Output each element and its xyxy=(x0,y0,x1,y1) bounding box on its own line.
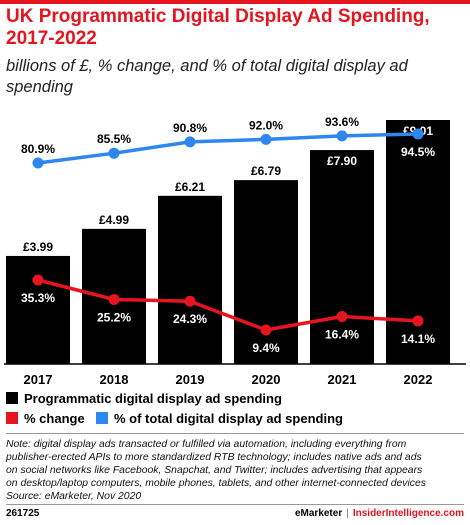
footer: 261725 eMarketer | InsiderIntelligence.com xyxy=(6,508,464,522)
share-line xyxy=(37,132,419,165)
bar-value-label: £3.99 xyxy=(23,240,53,254)
legend-item-change: % change xyxy=(6,410,85,426)
title-line-1: UK Programmatic Digital Display Ad Spend… xyxy=(6,6,430,27)
share-line-point xyxy=(108,147,120,159)
change-line xyxy=(37,278,419,332)
legend-swatch-share xyxy=(96,412,108,424)
subtitle-line-1: billions of £, % change, and % of total … xyxy=(6,57,408,75)
share-value-label: 85.5% xyxy=(97,132,131,146)
share-value-label: 80.9% xyxy=(21,142,55,156)
legend: Programmatic digital display ad spending… xyxy=(6,390,464,430)
bar-value-label: £6.21 xyxy=(175,180,205,194)
bar xyxy=(234,180,298,364)
bar-value-label: £7.90 xyxy=(327,154,357,168)
title-line-2: 2017-2022 xyxy=(6,28,97,49)
legend-label-spending: Programmatic digital display ad spending xyxy=(24,390,282,406)
x-tick-label: 2021 xyxy=(328,372,357,387)
chart-id: 261725 xyxy=(6,508,40,519)
top-accent-bar xyxy=(0,0,470,4)
change-line-point xyxy=(336,310,348,322)
brand-insider-intelligence: InsiderIntelligence.com xyxy=(352,508,464,519)
chart-note: Note: digital display ads transacted or … xyxy=(6,438,466,503)
change-line-point xyxy=(260,324,272,336)
bar-value-label: £4.99 xyxy=(99,213,129,227)
change-value-label: 14.1% xyxy=(401,332,435,346)
note-divider xyxy=(6,433,464,434)
x-tick-label: 2018 xyxy=(100,372,129,387)
bar xyxy=(158,195,222,364)
change-value-label: 25.2% xyxy=(97,310,131,324)
share-line-point xyxy=(336,130,348,142)
note-line: publisher-erected APIs to more standardi… xyxy=(6,452,422,463)
change-line-point xyxy=(412,315,424,327)
x-tick-label: 2022 xyxy=(404,372,433,387)
legend-swatch-spending xyxy=(6,392,18,404)
subtitle-line-2: spending xyxy=(6,78,73,96)
change-line-point xyxy=(32,274,44,286)
combo-chart: 2017 2018 2019 2020 2021 2022 £3.99 £4.99 £6.21 £… xyxy=(4,115,466,387)
share-value-label: 92.0% xyxy=(249,118,283,132)
legend-label-change: % change xyxy=(24,410,85,426)
chart-title: UK Programmatic Digital Display Ad Spend… xyxy=(6,6,464,50)
bar xyxy=(310,150,374,364)
bar xyxy=(6,255,70,364)
change-value-label: 16.4% xyxy=(325,327,359,341)
change-value-label: 24.3% xyxy=(173,312,207,326)
brand-emarketer: eMarketer xyxy=(294,508,343,519)
brand-block: eMarketer | InsiderIntelligence.com xyxy=(295,508,464,519)
legend-label-share: % of total digital display ad spending xyxy=(114,410,343,426)
x-tick-label: 2020 xyxy=(252,372,281,387)
share-line-point xyxy=(184,136,196,148)
share-value-label: 90.8% xyxy=(173,121,207,135)
bar-value-label: £6.79 xyxy=(251,164,281,178)
source-line: Source: eMarketer, Nov 2020 xyxy=(6,491,142,502)
legend-item-share: % of total digital display ad spending xyxy=(96,410,343,426)
legend-item-spending: Programmatic digital display ad spending xyxy=(6,390,282,406)
footer-divider xyxy=(6,504,464,505)
note-line: on social networks like Facebook, Snapch… xyxy=(6,465,423,476)
legend-swatch-change xyxy=(6,412,18,424)
chart-subtitle: billions of £, % change, and % of total … xyxy=(6,56,464,98)
change-line-point xyxy=(108,293,120,305)
note-line: on desktop/laptop computers, mobile phon… xyxy=(6,478,426,489)
note-line: Note: digital display ads transacted or … xyxy=(6,439,407,450)
change-value-label: 9.4% xyxy=(252,341,280,355)
share-line-point xyxy=(32,157,44,169)
change-line-point xyxy=(184,295,196,307)
share-value-label: 94.5% xyxy=(401,145,435,159)
share-line-point xyxy=(412,128,424,140)
share-value-label: 93.6% xyxy=(325,115,359,129)
x-tick-label: 2017 xyxy=(24,372,53,387)
share-line-point xyxy=(260,133,272,145)
brand-separator: | xyxy=(346,508,349,519)
x-tick-label: 2019 xyxy=(176,372,205,387)
change-value-label: 35.3% xyxy=(21,291,55,305)
